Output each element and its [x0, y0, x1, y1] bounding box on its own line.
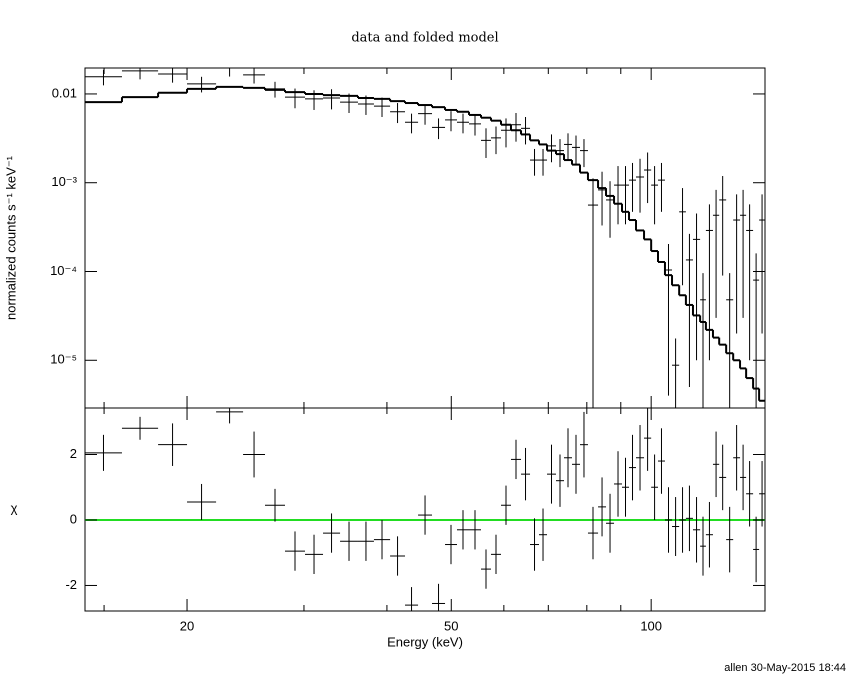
x-axis-label: Energy (keV) — [387, 634, 463, 649]
y-tick-label: 0.01 — [52, 85, 77, 100]
plot-frame — [84, 407, 766, 612]
y-axis-label: normalized counts s⁻¹ keV⁻¹ — [3, 155, 18, 320]
y-tick-label: 0 — [70, 511, 77, 526]
y-tick-label: 2 — [70, 446, 77, 461]
chart-title: data and folded model — [351, 31, 498, 46]
y-axis-label: χ — [11, 500, 18, 515]
footer: allen 30-May-2015 18:44 — [724, 662, 846, 674]
x-tick-label: 50 — [444, 618, 458, 633]
residual-plot — [85, 408, 765, 611]
top-plot — [85, 68, 765, 408]
x-tick-label: 100 — [640, 618, 662, 633]
y-tick-label: -2 — [65, 577, 77, 592]
y-tick-label: 10⁻⁵ — [50, 352, 77, 367]
x-tick-label: 20 — [180, 618, 194, 633]
y-tick-label: 10⁻³ — [51, 174, 77, 189]
y-tick-label: 10⁻⁴ — [50, 263, 77, 278]
